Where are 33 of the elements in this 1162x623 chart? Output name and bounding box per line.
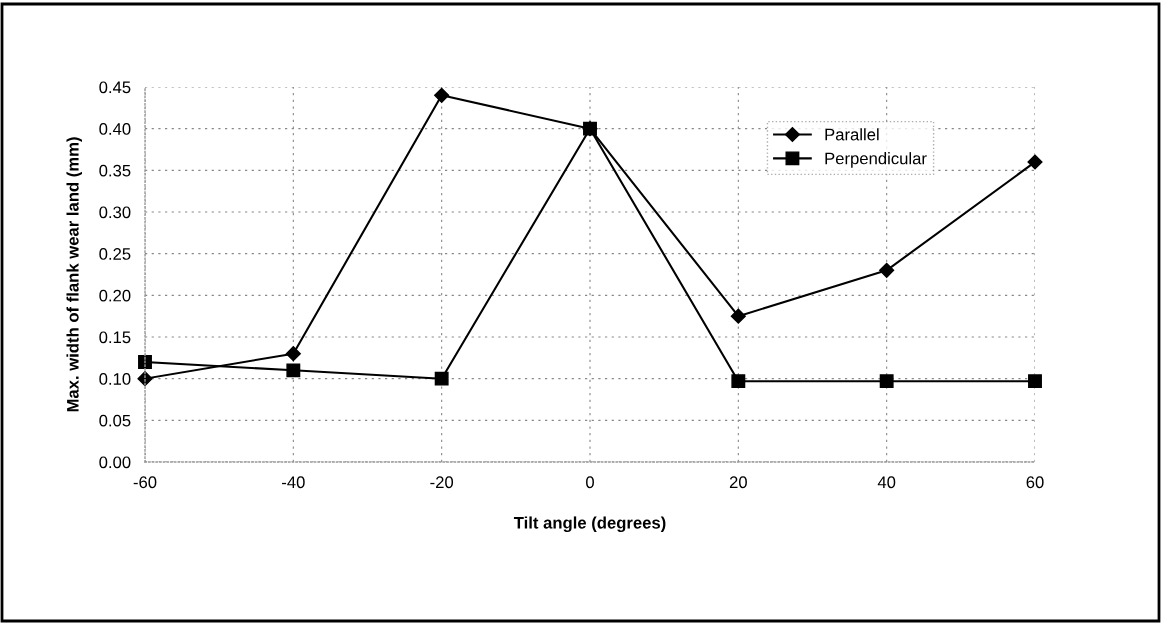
point [731, 374, 746, 389]
x-tick-label: -40 [282, 476, 305, 489]
x-tick-label: -60 [133, 476, 157, 489]
x-tick-label: 40 [877, 476, 896, 489]
y-tick-label: 0.05 [99, 414, 131, 427]
y-tick-label: 0.15 [99, 331, 131, 344]
y-tick-label: 0.35 [99, 164, 131, 177]
point [1028, 374, 1042, 389]
point [879, 374, 894, 389]
point [285, 346, 301, 362]
point [138, 355, 152, 369]
point [879, 262, 895, 278]
y-tick-label: 0.00 [99, 456, 131, 469]
point [434, 87, 450, 103]
y-axis-title: Max. width of flank wear land (mm) [66, 137, 83, 412]
x-tick-label: 20 [729, 476, 747, 489]
y-tick-label: 0.40 [99, 123, 131, 135]
legend-label: Perpendicular [825, 152, 927, 168]
y-tick-label: 0.30 [99, 206, 131, 219]
y-tick-label: 0.20 [99, 289, 131, 302]
point [730, 308, 746, 324]
y-tick-label: 0.25 [99, 248, 131, 260]
y-tick-label: 0.10 [99, 373, 131, 385]
point [434, 371, 449, 386]
point [286, 363, 301, 378]
point [1027, 154, 1043, 170]
y-tick-label: 0.45 [99, 81, 131, 94]
legend-label: Parallel [825, 128, 879, 141]
x-tick-label: -20 [430, 476, 454, 489]
x-tick-label: 0 [586, 476, 594, 489]
point [583, 121, 597, 136]
x-axis-title: Tilt angle (degrees) [513, 516, 666, 533]
x-tick-label: 60 [1026, 476, 1044, 489]
